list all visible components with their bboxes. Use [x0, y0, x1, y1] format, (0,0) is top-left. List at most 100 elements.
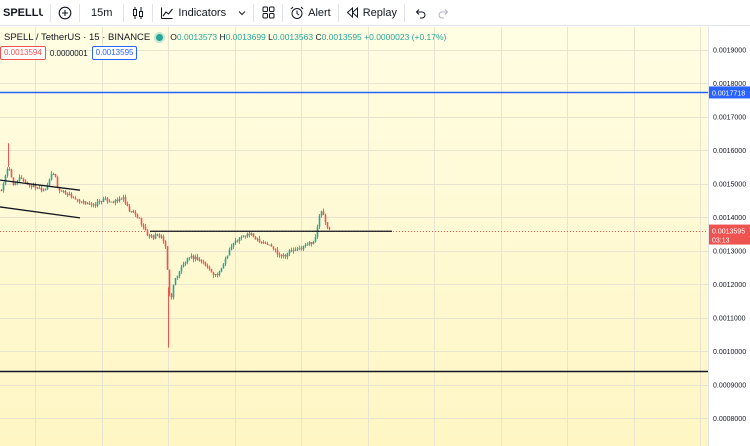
candle-body [78, 199, 81, 202]
candle-body [160, 236, 163, 238]
candle-body [76, 199, 79, 201]
candle-body [38, 187, 41, 189]
replay-icon [346, 6, 358, 19]
candle-body [198, 259, 201, 261]
chart-legend: SPELL / TetherUS · 15 · BINANCE O0.00135… [0, 29, 446, 45]
alert-button[interactable]: Alert [290, 0, 331, 26]
chart-pane[interactable] [0, 27, 708, 446]
candle-body [142, 224, 145, 227]
candle-body [212, 272, 215, 276]
compare-symbol-button[interactable] [58, 0, 72, 26]
sell-price-button[interactable]: 0.0013594 [0, 46, 46, 60]
candle-body [226, 255, 229, 259]
candle-body [162, 236, 165, 242]
trend-line-drawing[interactable] [0, 206, 81, 219]
trend-line-drawing[interactable] [0, 179, 81, 191]
candle-body [156, 234, 159, 236]
candle-body [98, 201, 101, 202]
candle-body [152, 235, 155, 239]
redo-icon [438, 8, 449, 18]
price-tick-label: 0.0009000 [713, 383, 746, 390]
candle-body [140, 218, 143, 225]
candle-body [144, 226, 147, 231]
interval-button[interactable]: 15m [87, 0, 116, 26]
candle-body [6, 168, 9, 176]
candle-body [150, 235, 153, 237]
price-scale[interactable]: 0.00200000.00190000.00180000.00170000.00… [708, 27, 750, 446]
candle-body [170, 293, 173, 298]
price-chart[interactable] [0, 27, 708, 446]
candle-body [4, 175, 7, 185]
candle-body [318, 215, 321, 227]
candle-body [54, 174, 57, 178]
price-tick-label: 0.0010000 [713, 349, 746, 356]
candle-body [294, 249, 297, 251]
candle-body [50, 174, 53, 180]
candle-body [238, 237, 241, 242]
candle-body [92, 204, 95, 206]
symbol-search-button[interactable]: SPELLUSD [0, 3, 43, 23]
market-status-dot [156, 33, 164, 41]
resistance-price-tag [709, 86, 750, 99]
candle-body [266, 243, 269, 245]
symbol-title[interactable]: SPELL / TetherUS · 15 · BINANCE [4, 31, 151, 43]
candle-body [136, 214, 139, 218]
candle-body [210, 268, 213, 273]
indicators-button[interactable]: Indicators [160, 0, 226, 26]
candle-body [232, 243, 235, 247]
candle-body [184, 262, 187, 265]
toolbar-divider [282, 3, 284, 22]
replay-button[interactable]: Replay [346, 0, 397, 26]
candle-body [290, 250, 293, 252]
candle-body [322, 211, 325, 216]
candle-body [300, 248, 303, 250]
candles-icon [133, 6, 144, 19]
candle-body [134, 212, 137, 215]
candle-body [254, 236, 257, 240]
candle-body [74, 198, 77, 200]
candle-body [190, 255, 193, 258]
toolbar-divider [50, 3, 51, 22]
candle-body [186, 258, 189, 263]
candle-body [168, 269, 171, 294]
candle-body [172, 284, 175, 298]
buy-price-button[interactable]: 0.0013595 [91, 46, 138, 60]
price-tick-label: 0.0016000 [713, 148, 746, 155]
candle-body [138, 217, 141, 219]
alert-label: Alert [308, 6, 331, 19]
candle-body [122, 197, 125, 199]
candle-body [206, 265, 209, 267]
candle-body [104, 198, 107, 200]
candle-body [240, 236, 243, 238]
price-scale-svg: 0.00200000.00190000.00180000.00170000.00… [709, 48, 750, 423]
price-tick-label: 0.0013000 [713, 249, 746, 256]
candle-body [214, 274, 217, 276]
candle-body [250, 233, 253, 235]
candle-body [194, 256, 197, 260]
undo-icon [415, 8, 426, 18]
redo-button[interactable] [436, 0, 452, 26]
layout-button[interactable] [261, 0, 275, 26]
candle-body [268, 244, 271, 246]
candle-body [80, 201, 83, 203]
candle-body [64, 191, 67, 194]
candle-body [278, 254, 281, 256]
candle-body [88, 203, 91, 205]
indicators-icon [161, 7, 174, 19]
last-price-label: 0.0013595 [712, 229, 745, 236]
top-toolbar: SPELLUSD 15m Indicators [0, 0, 750, 26]
indicator-templates-button[interactable] [238, 0, 246, 26]
candle-body [60, 190, 63, 192]
candle-body [178, 271, 181, 277]
candle-body [192, 255, 195, 260]
candle-body [32, 184, 35, 187]
candle-body [196, 256, 199, 261]
candle-body [166, 246, 169, 270]
candle-body [158, 234, 161, 238]
chart-type-button[interactable] [131, 0, 145, 26]
open-value: 0.0013573 [176, 32, 218, 42]
candle-body [48, 179, 51, 185]
candle-body [222, 264, 225, 269]
candle-body [128, 206, 131, 212]
undo-button[interactable] [412, 0, 428, 26]
